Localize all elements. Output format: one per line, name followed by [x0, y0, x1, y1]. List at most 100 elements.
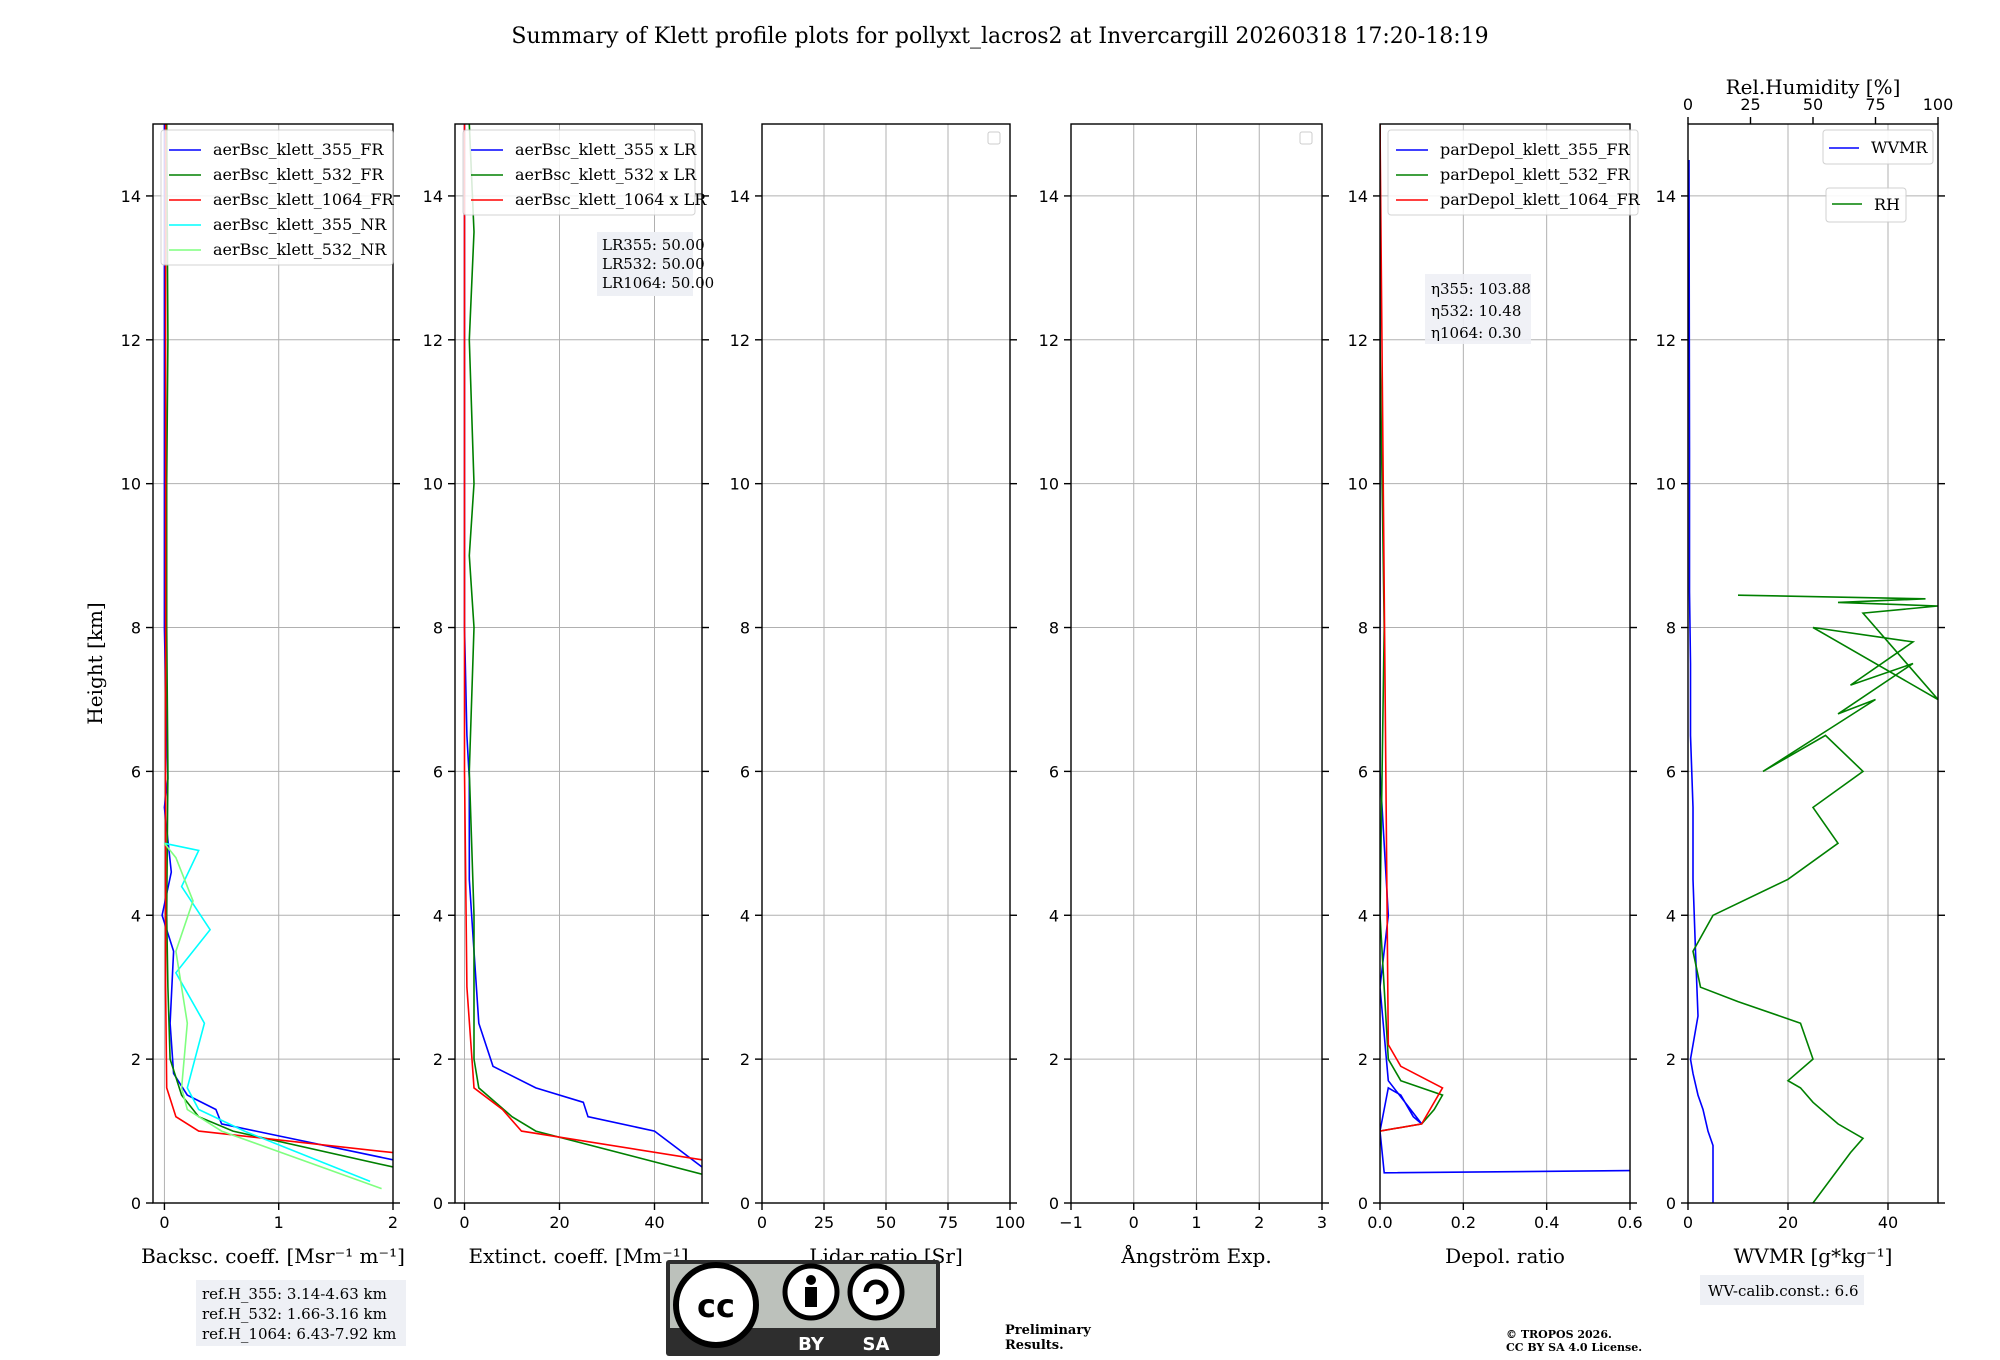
- legend-label: aerBsc_klett_532_FR: [213, 165, 384, 184]
- y-tick-label: 12: [1656, 331, 1676, 350]
- x2-tick-label: 50: [1803, 95, 1823, 114]
- cc-logo-icon: [673, 1262, 759, 1348]
- cc-sa-label: SA: [863, 1334, 890, 1355]
- wvcalib-box: [1700, 1275, 1864, 1305]
- cc-logo-text: cc: [697, 1287, 735, 1325]
- x-tick-label: 0.0: [1367, 1213, 1392, 1232]
- refh-annotation: ref.H_532: 1.66-3.16 km: [202, 1305, 387, 1323]
- preliminary-label-2: Results.: [1005, 1338, 1064, 1353]
- y-tick-label: 6: [1358, 762, 1368, 781]
- y-tick-label: 14: [1656, 187, 1676, 206]
- y-tick-label: 10: [730, 475, 750, 494]
- y-tick-label: 6: [1049, 762, 1059, 781]
- x-tick-label: 2: [1254, 1213, 1264, 1232]
- x-tick-label: 0.2: [1451, 1213, 1476, 1232]
- y-tick-label: 12: [1348, 331, 1368, 350]
- y-tick-label: 14: [1348, 187, 1368, 206]
- legend-label: aerBsc_klett_532 x LR: [515, 165, 697, 184]
- series-parDepol_klett_1064_FR: [1380, 124, 1444, 1132]
- y-tick-label: 2: [1358, 1050, 1368, 1069]
- y-tick-label: 12: [423, 331, 443, 350]
- y-tick-label: 8: [1666, 619, 1676, 638]
- series-aerBsc_klett_1064_FR: [164, 124, 393, 1154]
- y-tick-label: 4: [131, 906, 141, 925]
- y-tick-label: 2: [131, 1050, 141, 1069]
- series-aerBsc_klett_355_NR: [164, 842, 371, 1183]
- legend-label: RH: [1874, 195, 1900, 214]
- x-axis-label: Extinct. coeff. [Mm⁻¹]: [468, 1244, 688, 1268]
- x-tick-label: 0: [1129, 1213, 1139, 1232]
- sa-icon: [847, 1263, 905, 1321]
- eta-annotation: η355: 103.88: [1431, 280, 1531, 298]
- series-aerBsc_klett_355_FR: [161, 124, 393, 1161]
- x2-tick-label: 75: [1865, 95, 1885, 114]
- axes-frame: [761, 123, 1011, 1204]
- x-tick-label: 0: [459, 1213, 469, 1232]
- y-axis-label: Height [km]: [83, 602, 107, 724]
- x-tick-label: 3: [1317, 1213, 1327, 1232]
- series-RH: [1692, 594, 1938, 1203]
- legend-label: aerBsc_klett_1064 x LR: [515, 190, 707, 209]
- series-aerBsc_klett_532_FR: [165, 124, 393, 1168]
- y-tick-label: 0: [1666, 1194, 1676, 1213]
- series-group: [161, 124, 393, 1190]
- axes-frame: [454, 123, 703, 1204]
- y-tick-label: 6: [1666, 762, 1676, 781]
- sa-arrow-icon: [863, 1279, 889, 1305]
- legend-label: parDepol_klett_532_FR: [1440, 165, 1631, 184]
- y-tick-label: 0: [433, 1194, 443, 1213]
- panel-wvmr_rh: 0 20 40 0 2 4 6 8 10 12 14 WVMR [g*kg⁻¹] 0 25 50 75 100 R…: [1656, 75, 1953, 1305]
- legend-box: [1822, 129, 1934, 165]
- series-group: [1380, 124, 1630, 1174]
- x-tick-label: 0: [1683, 1213, 1693, 1232]
- y-tick-label: 12: [730, 331, 750, 350]
- x-tick-label: 0.6: [1617, 1213, 1642, 1232]
- series-aerBsc_klett_1064 x LR: [463, 124, 702, 1161]
- x-tick-label: 100: [995, 1213, 1026, 1232]
- refh-annotation: ref.H_1064: 6.43-7.92 km: [202, 1325, 396, 1343]
- eta-annotation: η532: 10.48: [1431, 302, 1521, 320]
- series-WVMR: [1688, 159, 1714, 1203]
- x-tick-label: 25: [814, 1213, 834, 1232]
- y-tick-label: 10: [1039, 475, 1059, 494]
- y-tick-label: 10: [423, 475, 443, 494]
- y-tick-label: 10: [1656, 475, 1676, 494]
- legend: aerBsc_klett_355 x LR aerBsc_klett_532 x …: [462, 129, 707, 216]
- y-tick-label: 2: [433, 1050, 443, 1069]
- legend-label: parDepol_klett_355_FR: [1440, 140, 1631, 159]
- y-tick-label: 4: [1049, 906, 1059, 925]
- y-tick-label: 0: [131, 1194, 141, 1213]
- empty-legend: [1299, 131, 1313, 145]
- y-tick-label: 2: [1666, 1050, 1676, 1069]
- x-tick-label: −1: [1059, 1213, 1083, 1232]
- x-axis-label: Ångström Exp.: [1120, 1243, 1271, 1268]
- x-tick-label: 0.4: [1534, 1213, 1559, 1232]
- axes-frame: [1379, 123, 1631, 1204]
- legend-box: [1825, 187, 1907, 223]
- legend-box: [462, 129, 696, 216]
- legend-rh: RH: [1825, 187, 1907, 223]
- y-tick-label: 4: [740, 906, 750, 925]
- copyright-line1: © TROPOS 2026.: [1506, 1328, 1612, 1341]
- x-tick-label: 40: [644, 1213, 664, 1232]
- x-tick-label: 1: [274, 1213, 284, 1232]
- legend-label: aerBsc_klett_355_NR: [213, 215, 387, 234]
- y-tick-label: 8: [131, 619, 141, 638]
- y-tick-label: 4: [1666, 906, 1676, 925]
- y-tick-label: 8: [433, 619, 443, 638]
- y-tick-label: 14: [1039, 187, 1059, 206]
- panel-depolarization: 0.0 0.2 0.4 0.6 0 2 4 6 8 10 12 14 Depol. ratio parDe…: [1348, 123, 1643, 1268]
- y-tick-label: 6: [740, 762, 750, 781]
- y-tick-label: 6: [131, 762, 141, 781]
- y-tick-label: 12: [1039, 331, 1059, 350]
- panel-extinction: 0 20 40 0 2 4 6 8 10 12 14 Extinct. coeff. [Mm⁻¹] ae…: [423, 123, 714, 1268]
- y-tick-label: 10: [121, 475, 141, 494]
- x2-tick-label: 25: [1740, 95, 1760, 114]
- series-aerBsc_klett_532_NR: [163, 842, 382, 1190]
